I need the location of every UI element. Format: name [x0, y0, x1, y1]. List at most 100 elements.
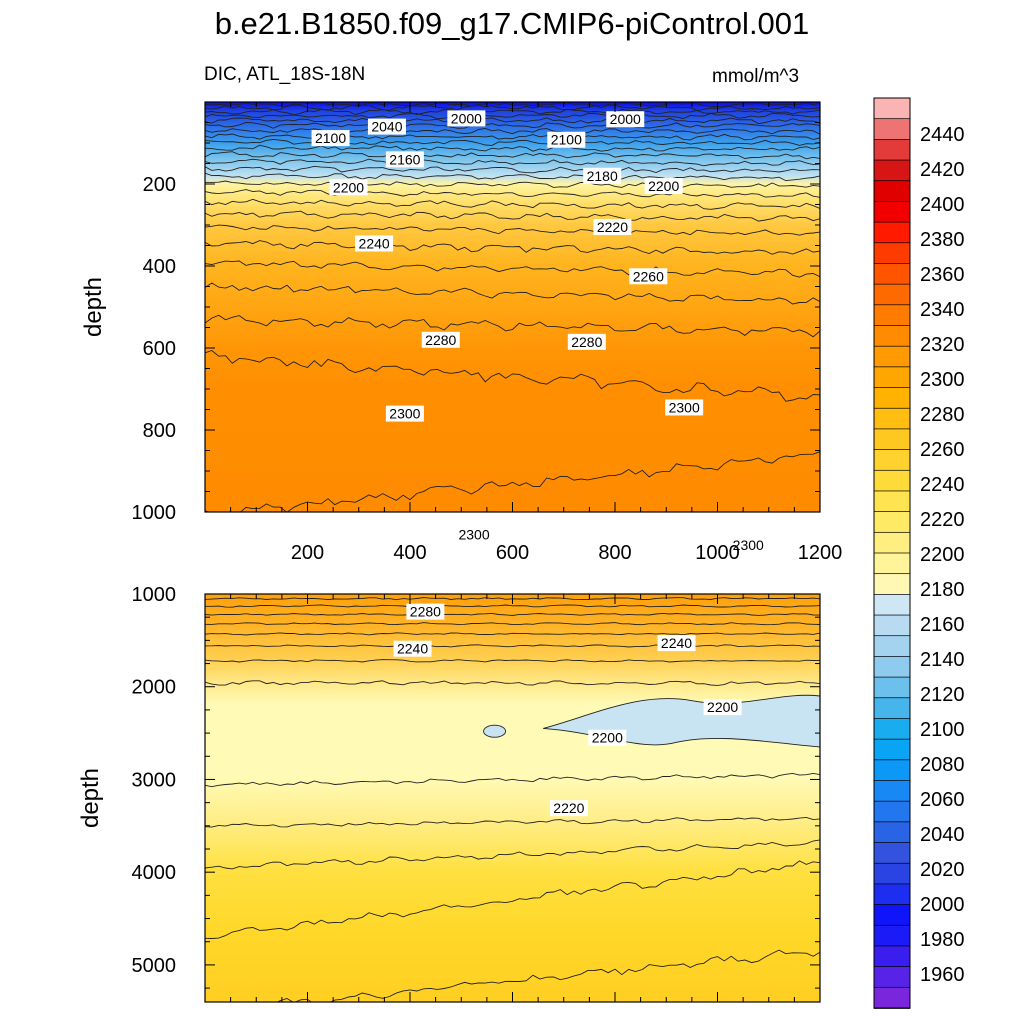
contour-label: 2240 — [355, 235, 394, 252]
y-tick-label: 1000 — [132, 502, 177, 524]
colorbar-swatch — [873, 221, 911, 244]
contour-label: 2200 — [329, 179, 368, 196]
contour-label-text: 2220 — [553, 800, 584, 816]
contour-label-box — [547, 131, 586, 148]
contour-label: 2300 — [455, 526, 494, 543]
contour-label-box — [311, 130, 350, 147]
contour-label-text: 2100 — [315, 130, 346, 146]
contour-label-box — [629, 268, 668, 285]
contour-label: 2260 — [629, 268, 668, 285]
colorbar-swatch — [873, 118, 911, 141]
contour-label-box — [385, 151, 424, 168]
colorbar: 2440 2420 2400 2380 2360 2340 2320 2300 2280 2260… — [873, 97, 965, 1009]
colorbar-label: 2360 — [920, 264, 965, 286]
contour-line — [205, 180, 820, 188]
contour-line — [205, 622, 820, 626]
contour-label-text: 2240 — [359, 235, 390, 251]
contour-label-box — [593, 219, 632, 236]
contour-label: 2220 — [549, 800, 588, 817]
colorbar-swatch — [873, 490, 911, 513]
colorbar-label: 2380 — [920, 229, 965, 251]
contour-label-text: 2280 — [425, 332, 456, 348]
colorbar-swatch — [873, 552, 911, 575]
contour-label-box — [406, 603, 445, 620]
contour-label-text: 2300 — [669, 399, 700, 415]
contour-label-box — [367, 118, 406, 135]
colorbar-swatch — [873, 531, 911, 554]
contour-line — [205, 189, 820, 198]
colorbar-label: 2120 — [920, 684, 965, 706]
contour-label: 2240 — [393, 640, 432, 657]
contour-label-text: 2200 — [333, 179, 364, 195]
contour-label: 2200 — [588, 729, 627, 746]
y-tick-label: 400 — [143, 256, 176, 278]
colorbar-swatch — [873, 676, 911, 699]
contour-label-text: 2280 — [571, 334, 602, 350]
contour-label-box — [447, 110, 486, 127]
contour-label: 2280 — [421, 331, 460, 348]
contour-label-text: 2100 — [551, 132, 582, 148]
colorbar-swatch — [873, 180, 911, 203]
y-tick-label: 2000 — [132, 677, 177, 699]
colorbar-swatch — [873, 800, 911, 823]
colorbar-swatch — [873, 904, 911, 927]
contour-line — [205, 644, 820, 648]
contour-label-box — [549, 800, 588, 817]
colorbar-swatch — [873, 407, 911, 430]
colorbar-label: 2280 — [920, 404, 965, 426]
contour-label-box — [355, 235, 394, 252]
colorbar-swatch — [873, 862, 911, 885]
colorbar-swatch — [873, 428, 911, 451]
colorbar-label: 2040 — [920, 824, 965, 846]
contour-label-box — [583, 167, 622, 184]
y-tick-label: 200 — [143, 174, 176, 196]
contour-line — [205, 349, 820, 402]
contour-label-box — [729, 536, 768, 553]
contour-label-box — [455, 526, 494, 543]
colorbar-swatch — [873, 883, 911, 906]
contour-label-box — [644, 178, 683, 195]
y-tick-label: 3000 — [132, 769, 177, 791]
colorbar-label: 2160 — [920, 614, 965, 636]
upper-contour-labels: 2000 2000 2040 2100 2100 2160 2180 2200 2200 2220… — [311, 110, 768, 553]
colorbar-swatch — [873, 387, 911, 410]
contour-label-text: 2180 — [587, 168, 618, 184]
contour-line — [205, 144, 820, 152]
contour-line — [205, 210, 820, 222]
colorbar-swatch — [873, 469, 911, 492]
colorbar-label: 2080 — [920, 754, 965, 776]
colorbar-swatch — [873, 366, 911, 389]
colorbar-swatch — [873, 614, 911, 637]
contour-label: 2180 — [583, 167, 622, 184]
contour-line — [205, 240, 820, 255]
contour-line — [205, 112, 820, 120]
lower-y-axis-label: depth — [77, 768, 104, 828]
y-tick-label: 600 — [143, 338, 176, 360]
y-tick-label: 1000 — [132, 584, 177, 606]
contour-line — [205, 282, 820, 305]
x-tick-label: 800 — [598, 542, 631, 564]
contour-line — [205, 165, 820, 174]
colorbar-frame — [873, 97, 911, 1009]
y-tick-label: 5000 — [132, 955, 177, 977]
colorbar-swatch — [873, 159, 911, 182]
colorbar-label: 2060 — [920, 789, 965, 811]
colorbar-swatch — [873, 924, 911, 947]
colorbar-swatch — [873, 966, 911, 989]
contour-line — [205, 604, 820, 608]
colorbar-label: 2100 — [920, 719, 965, 741]
colorbar-swatch — [873, 139, 911, 161]
colorbar-label: 2320 — [920, 334, 965, 356]
colorbar-label: 1980 — [920, 929, 965, 951]
contour-line — [205, 158, 820, 167]
y-tick-label: 4000 — [132, 862, 177, 884]
upper-panel-field — [205, 102, 820, 512]
contour-label: 2160 — [385, 151, 424, 168]
colorbar-swatch — [873, 738, 911, 761]
contour-line — [205, 839, 820, 870]
contour-label-text: 2200 — [648, 178, 679, 194]
colorbar-swatch — [873, 594, 911, 616]
colorbar-label: 2220 — [920, 509, 965, 531]
contour-label-box — [665, 399, 704, 416]
contour-line — [205, 117, 820, 125]
